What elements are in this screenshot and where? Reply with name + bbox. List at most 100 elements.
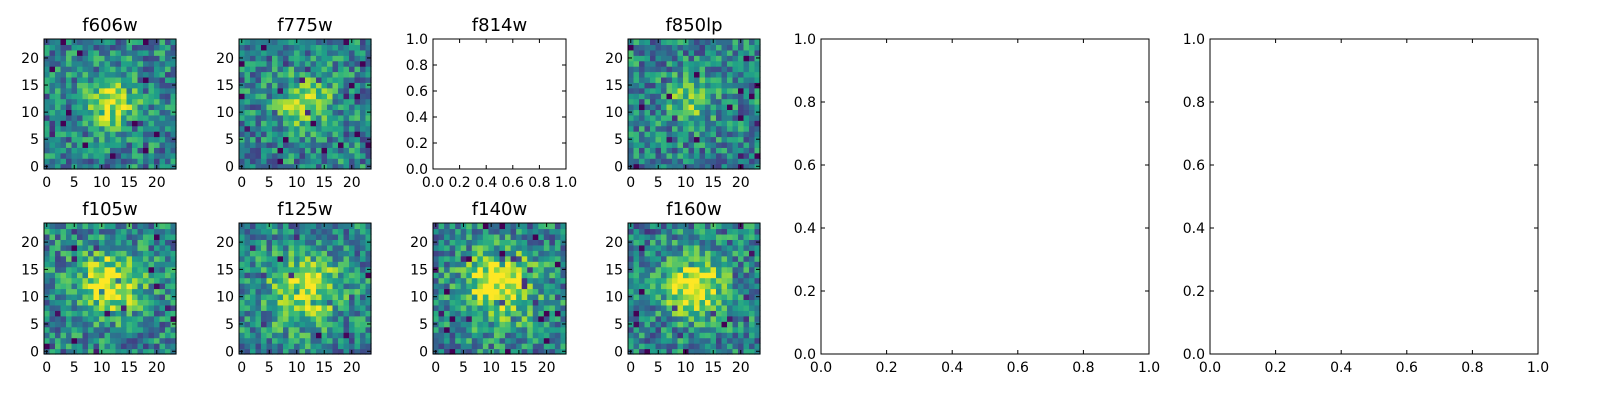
heatmap-cell [104, 98, 111, 105]
y-tick-label: 0.6 [406, 84, 428, 100]
heatmap-cell [332, 299, 339, 306]
heatmap-cell [44, 120, 51, 127]
heatmap-cell [299, 315, 306, 322]
heatmap-cell [349, 228, 356, 235]
heatmap-cell [628, 343, 635, 350]
heatmap-cell [321, 44, 328, 51]
heatmap-cell [732, 60, 739, 67]
heatmap-cell [310, 44, 317, 51]
heatmap-cell [655, 310, 662, 317]
heatmap-cell [488, 233, 495, 240]
heatmap-cell [688, 136, 695, 143]
heatmap-cell [82, 255, 89, 262]
heatmap-cell [115, 283, 122, 290]
heatmap-cell [321, 315, 328, 322]
heatmap-cell [644, 343, 651, 350]
heatmap-cell [338, 60, 345, 67]
heatmap-cell [66, 244, 73, 251]
heatmap-cell [239, 315, 246, 322]
heatmap-cell [143, 163, 150, 170]
heatmap-cell [154, 152, 161, 159]
heatmap-cell [239, 277, 246, 284]
heatmap-cell [683, 283, 690, 290]
heatmap-cell [77, 304, 84, 311]
heatmap-cell [82, 44, 89, 51]
heatmap-cell [137, 147, 144, 154]
heatmap-cell [466, 266, 473, 273]
x-tick-label: 15 [704, 360, 722, 376]
heatmap-cell [310, 223, 317, 230]
heatmap-cell [327, 131, 334, 138]
heatmap-cell [266, 152, 273, 159]
x-tick-label: 0 [237, 360, 246, 376]
heatmap-cell [644, 55, 651, 62]
heatmap-cell [650, 250, 657, 257]
heatmap-cell [538, 326, 545, 333]
heatmap-cell [360, 348, 367, 355]
heatmap-cell [154, 141, 161, 148]
heatmap-cell [338, 152, 345, 159]
heatmap-cell [93, 66, 100, 73]
heatmap-cell [672, 39, 679, 46]
heatmap-cell [438, 337, 445, 344]
heatmap-cell [672, 277, 679, 284]
heatmap-cell [644, 125, 651, 132]
heatmap-cell [132, 283, 139, 290]
heatmap-cell [732, 261, 739, 268]
heatmap-cell [694, 141, 701, 148]
heatmap-cell [49, 255, 56, 262]
heatmap-cell [732, 98, 739, 105]
heatmap-cell [250, 304, 257, 311]
heatmap-cell [661, 39, 668, 46]
heatmap-cell [316, 315, 323, 322]
heatmap-cell [554, 255, 562, 262]
heatmap-cell [444, 283, 451, 290]
heatmap-cell [126, 337, 133, 344]
heatmap-cell [272, 152, 279, 159]
heatmap-cell [99, 98, 106, 105]
heatmap-cell [77, 288, 84, 295]
heatmap-cell [560, 277, 567, 284]
heatmap-cell [360, 272, 367, 279]
heatmap-cell [438, 321, 445, 328]
heatmap-cell [444, 228, 451, 235]
heatmap-cell [148, 255, 155, 262]
heatmap-cell [261, 141, 268, 148]
heatmap-cell [332, 82, 339, 89]
heatmap-cell [266, 120, 273, 127]
heatmap-cell [639, 239, 646, 246]
heatmap-cell [49, 272, 56, 279]
heatmap-cell [471, 332, 478, 339]
heatmap-cell [521, 293, 528, 301]
heatmap-cell [482, 233, 490, 240]
heatmap-cell [683, 158, 690, 165]
heatmap-cell [148, 223, 155, 230]
heatmap-cell [71, 87, 78, 94]
heatmap-cell [466, 310, 473, 317]
heatmap-cell [749, 49, 756, 56]
heatmap-cell [650, 228, 657, 235]
heatmap-cell [694, 337, 701, 344]
heatmap-cell [143, 136, 150, 143]
heatmap-cell [661, 60, 668, 67]
heatmap-cell [449, 250, 456, 257]
heatmap-cell [705, 244, 712, 251]
heatmap-cell [244, 49, 251, 56]
heatmap-cell [438, 315, 445, 322]
heatmap-cell [110, 131, 117, 138]
heatmap-cell [244, 266, 251, 273]
heatmap-cell [283, 239, 290, 246]
heatmap-cell [159, 223, 166, 230]
heatmap-cell [250, 104, 257, 111]
heatmap-cell [360, 114, 367, 121]
heatmap-cell [493, 321, 501, 328]
heatmap-cell [538, 315, 545, 322]
heatmap-cell [554, 266, 562, 273]
heatmap-cell [365, 228, 372, 235]
heatmap-cell [516, 244, 523, 251]
heatmap-cell [343, 244, 350, 251]
heatmap-cell [115, 55, 122, 62]
heatmap-cell [283, 299, 290, 306]
heatmap-cell [99, 147, 106, 154]
